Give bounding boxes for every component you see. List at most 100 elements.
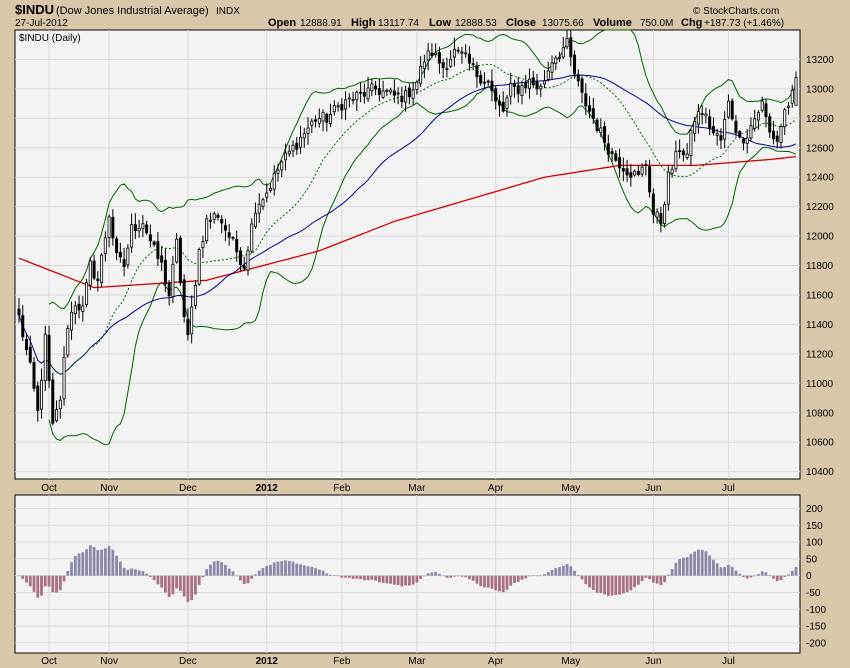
price-bar-body bbox=[310, 120, 314, 126]
histogram-bar bbox=[62, 575, 66, 582]
price-bar bbox=[374, 80, 378, 96]
indicator-month-label: Nov bbox=[100, 656, 118, 667]
price-bar bbox=[505, 95, 509, 117]
price-bar bbox=[66, 324, 70, 358]
histogram-bar bbox=[291, 561, 295, 576]
price-bar bbox=[786, 102, 790, 115]
price-bar bbox=[479, 70, 483, 86]
price-bar-body bbox=[730, 100, 734, 120]
histogram-bar bbox=[730, 566, 734, 576]
histogram-bar bbox=[528, 575, 531, 577]
price-bar-body bbox=[21, 315, 25, 338]
histogram-bar bbox=[610, 575, 614, 596]
price-bar-body bbox=[708, 116, 712, 129]
histogram-bar bbox=[261, 567, 265, 576]
price-bar-body bbox=[261, 199, 265, 207]
histogram-bar bbox=[404, 575, 408, 586]
price-bar bbox=[280, 160, 284, 178]
histogram-bar bbox=[81, 552, 85, 576]
price-bar-body bbox=[704, 113, 708, 117]
price-bar bbox=[693, 116, 697, 142]
price-bar-body bbox=[381, 90, 385, 98]
price-bar-body bbox=[621, 167, 625, 172]
price-bar bbox=[385, 88, 389, 97]
price-bar-body bbox=[445, 68, 449, 70]
price-bar-body bbox=[182, 279, 186, 317]
price-bar bbox=[561, 36, 565, 59]
indicator-month-label: Apr bbox=[488, 656, 504, 667]
price-bar-body bbox=[434, 52, 438, 56]
histogram-bar bbox=[490, 575, 494, 589]
price-bar bbox=[51, 372, 55, 426]
price-bar bbox=[201, 235, 205, 258]
price-bar-body bbox=[734, 120, 738, 134]
price-bar-body bbox=[674, 150, 678, 170]
indicator-tick-label: -50 bbox=[806, 588, 821, 599]
price-bar-body bbox=[738, 131, 742, 138]
price-bar-body bbox=[118, 251, 122, 258]
price-tick-label: 11000 bbox=[806, 379, 834, 390]
price-bar-body bbox=[287, 150, 291, 155]
price-month-label: 2012 bbox=[256, 483, 279, 494]
indicator-month-label: 2012 bbox=[256, 656, 279, 667]
price-bar-body bbox=[359, 91, 363, 94]
price-tick-label: 12400 bbox=[806, 173, 834, 184]
histogram-bar bbox=[381, 575, 385, 583]
price-bar bbox=[760, 96, 764, 113]
price-bar-body bbox=[265, 192, 269, 198]
price-bar bbox=[17, 298, 21, 323]
histogram-bar bbox=[486, 575, 490, 588]
price-bar-body bbox=[415, 81, 419, 90]
price-bar-body bbox=[306, 127, 310, 134]
histogram-bar bbox=[775, 575, 779, 581]
price-bar bbox=[422, 54, 426, 79]
price-bar bbox=[306, 117, 310, 145]
price-bar-body bbox=[670, 168, 674, 174]
histogram-bar bbox=[179, 575, 182, 591]
histogram-bar bbox=[625, 575, 629, 593]
price-bar-body bbox=[550, 62, 554, 73]
histogram-bar bbox=[299, 564, 302, 576]
price-bar bbox=[152, 240, 156, 248]
price-bar-body bbox=[561, 47, 565, 58]
price-bar-body bbox=[524, 82, 528, 89]
histogram-bar bbox=[501, 575, 505, 593]
histogram-bar bbox=[719, 567, 723, 576]
histogram-bar bbox=[197, 575, 201, 585]
price-bar-body bbox=[43, 333, 47, 381]
price-bar bbox=[745, 128, 749, 154]
histogram-bar bbox=[460, 575, 464, 577]
price-bar-body bbox=[212, 213, 216, 220]
indicator-tick-label: 200 bbox=[806, 504, 823, 515]
histogram-bar bbox=[651, 575, 655, 583]
histogram-bar bbox=[141, 571, 145, 576]
price-tick-label: 12600 bbox=[806, 143, 834, 154]
price-bar bbox=[227, 223, 231, 246]
price-bar bbox=[238, 247, 242, 271]
price-bar bbox=[302, 127, 306, 148]
price-bar-body bbox=[749, 125, 753, 139]
price-bar-body bbox=[178, 237, 182, 284]
price-bar bbox=[618, 148, 622, 178]
histogram-bar bbox=[445, 575, 449, 578]
indicator-tick-label: 150 bbox=[806, 521, 823, 532]
price-bar-body bbox=[201, 241, 205, 249]
price-bar bbox=[509, 72, 513, 105]
price-bar-body bbox=[768, 116, 772, 133]
histogram-bar bbox=[689, 554, 693, 576]
histogram-bar bbox=[441, 575, 445, 577]
histogram-bar bbox=[51, 575, 55, 593]
price-tick-label: 10400 bbox=[806, 467, 834, 478]
price-bar-body bbox=[595, 119, 599, 131]
price-bar bbox=[437, 46, 441, 74]
histogram-bar bbox=[32, 575, 36, 592]
price-bar bbox=[535, 73, 539, 96]
price-bar bbox=[133, 213, 137, 240]
price-bar bbox=[452, 37, 456, 67]
histogram-bar bbox=[332, 575, 336, 576]
price-bar bbox=[77, 295, 81, 319]
histogram-bar bbox=[779, 575, 783, 581]
price-bar bbox=[43, 325, 47, 392]
histogram-bar bbox=[186, 575, 190, 602]
price-bar-body bbox=[775, 135, 779, 142]
